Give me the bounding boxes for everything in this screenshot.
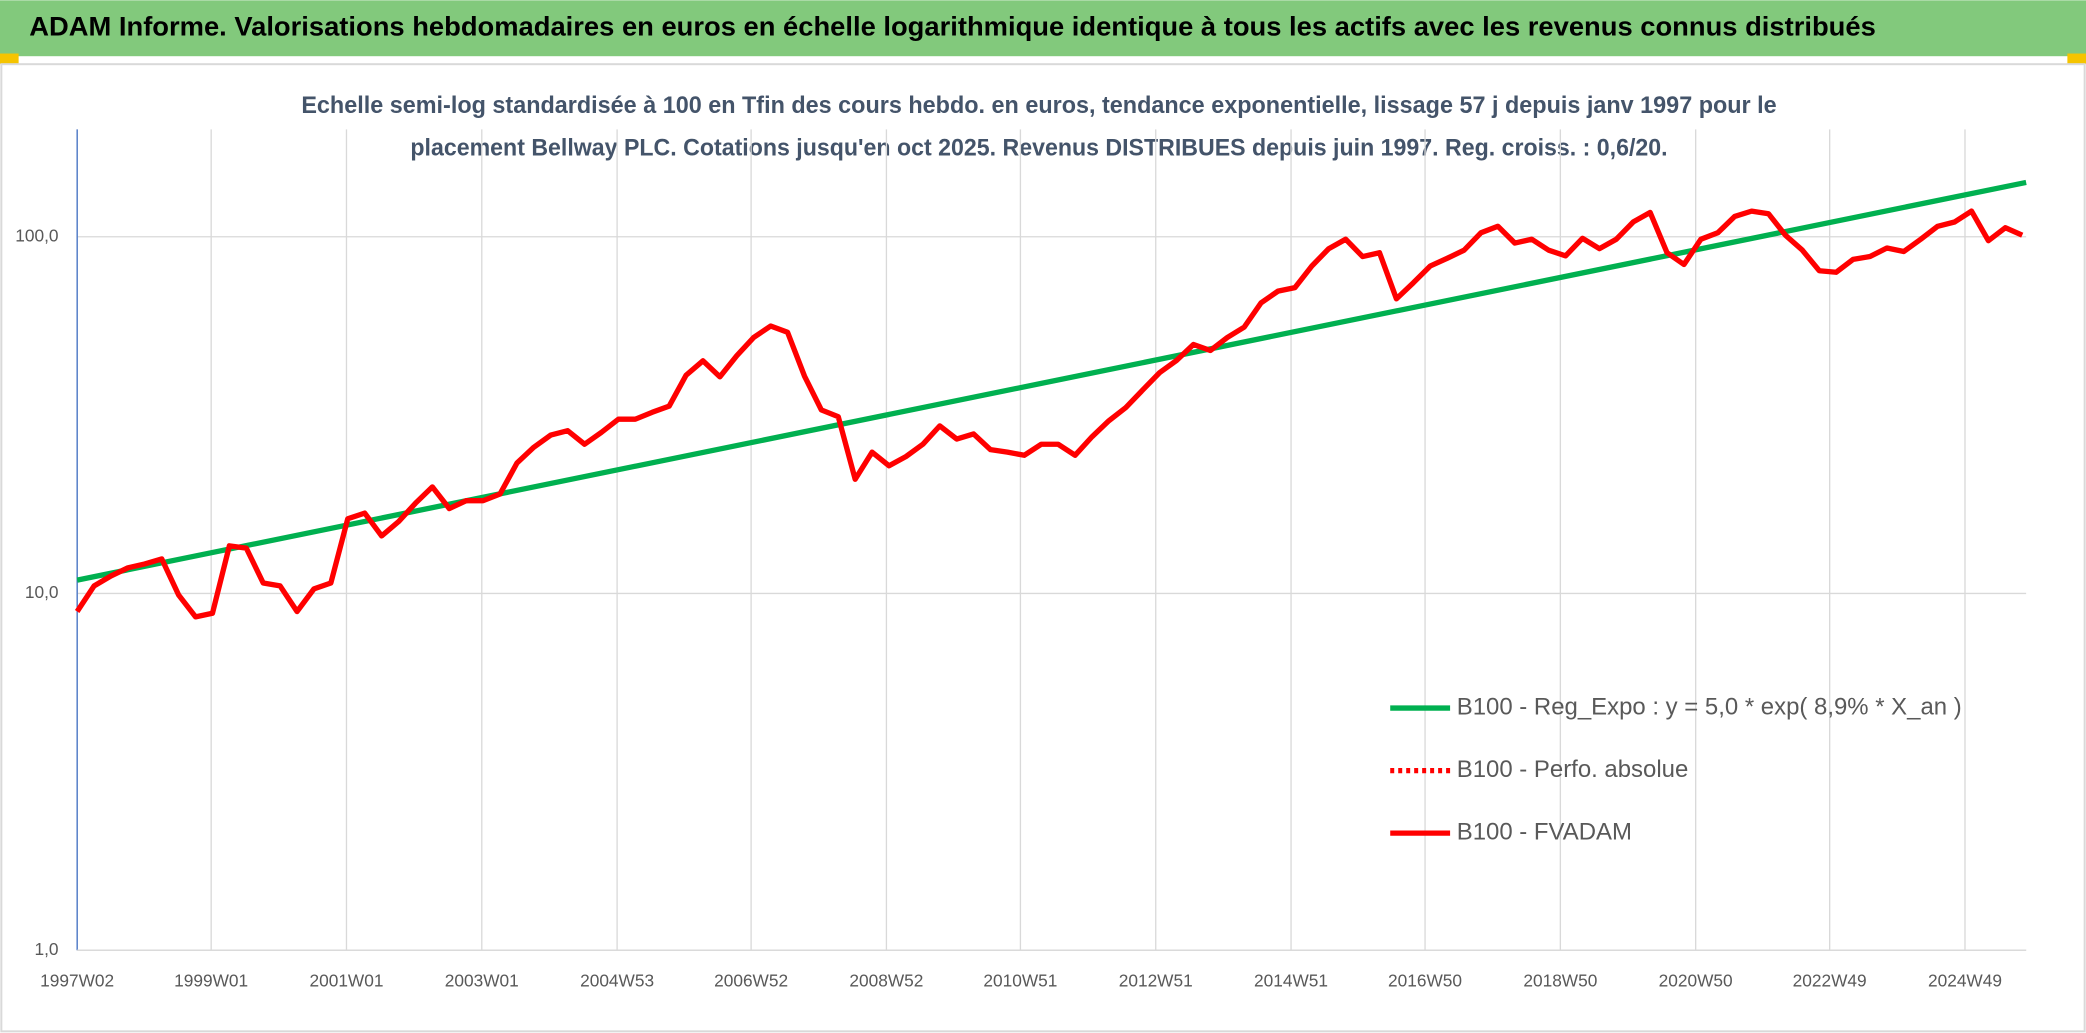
corner-mark bbox=[0, 53, 19, 65]
x-tick-label: 2008W52 bbox=[849, 971, 923, 991]
y-tick-label: 10,0 bbox=[25, 582, 59, 602]
y-tick-label: 1,0 bbox=[35, 939, 59, 959]
header-title: ADAM Informe. Valorisations hebdomadaire… bbox=[29, 11, 1876, 41]
legend-label: B100 - Reg_Expo : y = 5,0 * exp( 8,9% * … bbox=[1457, 693, 1962, 720]
chart-title: Echelle semi-log standardisée à 100 en T… bbox=[301, 92, 1776, 119]
chart-title: placement Bellway PLC. Cotations jusqu'e… bbox=[410, 135, 1667, 162]
x-tick-label: 2006W52 bbox=[714, 971, 788, 991]
series-line bbox=[74, 208, 2024, 620]
header-bar bbox=[0, 0, 2086, 57]
x-tick-label: 2010W51 bbox=[983, 971, 1057, 991]
x-tick-label: 2022W49 bbox=[1793, 971, 1867, 991]
x-tick-label: 2012W51 bbox=[1119, 971, 1193, 991]
legend-label: B100 - Perfo. absolue bbox=[1457, 756, 1689, 783]
x-tick-label: 2014W51 bbox=[1254, 971, 1328, 991]
corner-mark bbox=[2067, 53, 2086, 65]
x-tick-label: 2024W49 bbox=[1928, 971, 2002, 991]
x-tick-label: 1999W01 bbox=[174, 971, 248, 991]
x-tick-label: 2004W53 bbox=[580, 971, 654, 991]
x-tick-label: 2003W01 bbox=[445, 971, 519, 991]
x-tick-label: 1997W02 bbox=[40, 971, 114, 991]
x-tick-label: 2020W50 bbox=[1659, 971, 1733, 991]
x-tick-label: 2018W50 bbox=[1523, 971, 1597, 991]
series-line bbox=[76, 179, 2027, 583]
chart-frame bbox=[0, 63, 2086, 1033]
y-tick-label: 100,0 bbox=[15, 225, 58, 245]
legend-label: B100 - FVADAM bbox=[1457, 818, 1632, 845]
x-tick-label: 2016W50 bbox=[1388, 971, 1462, 991]
x-tick-label: 2001W01 bbox=[309, 971, 383, 991]
